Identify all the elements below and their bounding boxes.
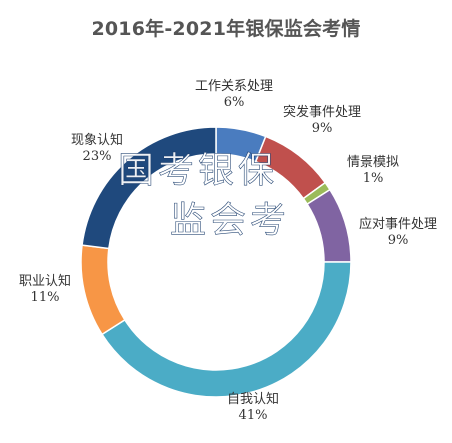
category-label-6: 职业认知: [19, 273, 71, 289]
value-label-1: 6%: [224, 95, 245, 110]
donut-slice-5: [100, 261, 352, 398]
category-label-1: 工作关系处理: [195, 79, 273, 94]
value-label-4: 9%: [388, 233, 409, 248]
category-label-2: 突发事件处理: [283, 104, 361, 120]
category-label-3: 情景模拟: [347, 155, 399, 170]
watermark: 国考银保 监会考: [118, 150, 290, 242]
chart-title: 2016年-2021年银保监会考情: [91, 18, 361, 40]
labels-layer: 工作关系处理6%突发事件处理9%情景模拟1%应对事件处理9%自我认知41%职业认…: [19, 79, 437, 423]
donut-slice-4: [306, 188, 352, 263]
donut-slice-6: [80, 244, 126, 336]
watermark-text-2: 监会考: [170, 200, 290, 241]
category-label-4: 应对事件处理: [359, 216, 437, 232]
value-label-6: 11%: [31, 290, 60, 305]
value-label-7: 23%: [83, 149, 112, 164]
value-label-5: 41%: [239, 408, 268, 423]
value-label-2: 9%: [312, 121, 333, 136]
category-label-7: 现象认知: [71, 132, 123, 148]
value-label-3: 1%: [363, 171, 384, 186]
slices-layer: [80, 126, 352, 398]
donut-slice-7: [81, 126, 217, 250]
watermark-text: 国考银保: [118, 150, 278, 191]
category-label-5: 自我认知: [227, 391, 279, 407]
